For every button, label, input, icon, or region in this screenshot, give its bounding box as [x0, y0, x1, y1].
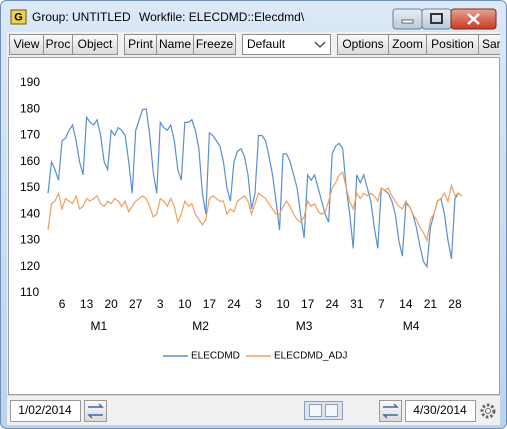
- view-dropdown[interactable]: [242, 34, 331, 55]
- end-date: 4/30/2014: [413, 403, 467, 417]
- period-label: M4: [403, 319, 420, 333]
- x-tick-label: 31: [350, 297, 364, 311]
- period-label: M3: [296, 319, 313, 333]
- y-tick-label: 130: [20, 233, 40, 247]
- toolbar-button[interactable]: [72, 34, 118, 55]
- swap-icon: [87, 403, 104, 419]
- legend-label: ELECDMD_ADJ: [274, 351, 347, 362]
- y-tick-label: 140: [20, 206, 40, 220]
- toolbar-button-label: Position: [431, 37, 474, 51]
- swap-icon: [382, 403, 399, 419]
- toolbar: View Proc Object Print Name Freeze Default Opti…: [9, 34, 507, 55]
- settings-icon-hub: [485, 408, 491, 414]
- maximize-icon: [430, 13, 443, 24]
- y-tick-label: 120: [20, 259, 40, 273]
- legend-label: ELECDMD: [191, 351, 240, 362]
- y-tick-label: 190: [20, 75, 40, 89]
- slider-right[interactable]: [325, 404, 338, 417]
- x-tick-label: 24: [227, 297, 241, 311]
- graph-pane: [8, 57, 500, 395]
- app-icon-label: G: [14, 11, 23, 23]
- y-tick-label: 110: [20, 285, 39, 299]
- settings-icon[interactable]: [480, 403, 496, 419]
- toolbar-button-label: Sar: [482, 37, 501, 51]
- y-tick-label: 150: [20, 180, 40, 194]
- x-tick-label: 10: [276, 297, 290, 311]
- x-tick-label: 24: [326, 297, 340, 311]
- minimize-button[interactable]: [392, 8, 423, 30]
- toolbar-button-label: Object: [78, 37, 113, 51]
- toolbar-button-label: Proc: [46, 37, 71, 51]
- swap-button[interactable]: [379, 400, 402, 422]
- x-tick-label: 6: [59, 297, 66, 311]
- x-tick-label: 10: [178, 297, 192, 311]
- series-line: [47, 171, 463, 243]
- series-line: [47, 108, 463, 269]
- x-tick-label: 28: [448, 297, 462, 311]
- maximize-button[interactable]: [421, 8, 452, 30]
- toolbar-button-label: Freeze: [196, 37, 234, 51]
- toolbar-button-label: View: [14, 37, 40, 51]
- x-tick-label: 14: [399, 297, 413, 311]
- y-tick-label: 180: [20, 101, 40, 115]
- x-tick-label: 13: [80, 297, 94, 311]
- toolbar-button-label: Name: [159, 37, 191, 51]
- period-label: M1: [91, 319, 108, 333]
- dropdown-arrow: [314, 41, 326, 48]
- x-tick-label: 17: [301, 297, 315, 311]
- end-date-box[interactable]: [405, 400, 476, 422]
- toolbar-button[interactable]: [478, 34, 507, 55]
- x-tick-label: 20: [104, 297, 118, 311]
- period-label: M2: [192, 319, 209, 333]
- toolbar-button-label: Print: [128, 37, 153, 51]
- y-tick-label: 160: [20, 154, 40, 168]
- app-icon: [10, 9, 27, 25]
- toolbar-button[interactable]: [193, 34, 236, 55]
- x-tick-label: 17: [203, 297, 217, 311]
- start-date-box[interactable]: [10, 400, 81, 422]
- start-date: 1/02/2014: [18, 403, 72, 417]
- minimize-icon: [401, 19, 414, 24]
- workfile-title: Workfile: ELECDMD::Elecdmd\: [139, 10, 305, 24]
- x-tick-label: 7: [378, 297, 385, 311]
- x-tick-label: 21: [424, 297, 438, 311]
- y-tick-label: 170: [20, 128, 40, 142]
- x-tick-label: 3: [157, 297, 164, 311]
- window-title: Group: UNTITLED: [32, 10, 131, 24]
- x-tick-label: 27: [129, 297, 143, 311]
- toolbar-button-label: Options: [342, 37, 383, 51]
- close-icon: [467, 13, 480, 25]
- swap-button[interactable]: [84, 400, 107, 422]
- slider-left[interactable]: [309, 404, 322, 417]
- x-tick-label: 3: [255, 297, 262, 311]
- toolbar-button-label: Zoom: [392, 37, 423, 51]
- dropdown-label: Default: [247, 37, 286, 51]
- chart: 110 120 130 140 150 160 170 180 190 6 13 20 27 3 10 17 2…: [20, 75, 463, 362]
